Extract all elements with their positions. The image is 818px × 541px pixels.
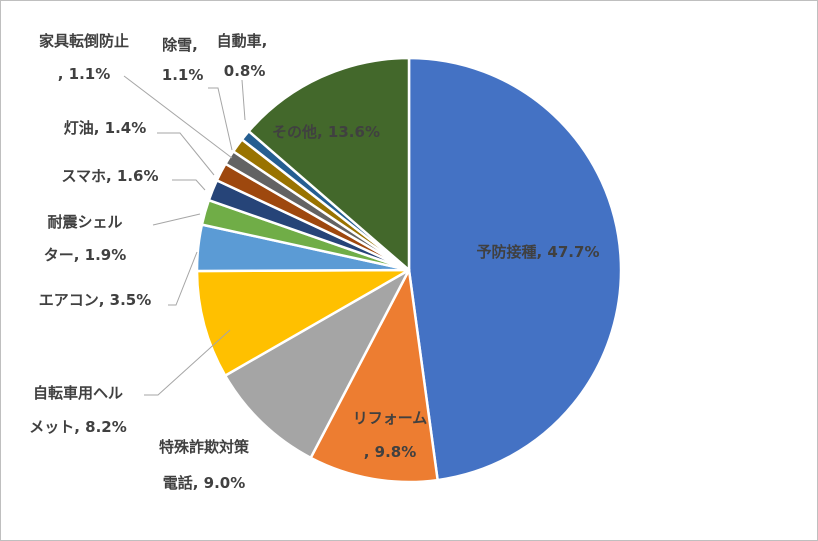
leader-line-5 xyxy=(168,251,198,306)
slice-label-2: リフォーム, 9.8% xyxy=(353,409,428,461)
leader-line-11 xyxy=(241,79,246,121)
slice-label-7: スマホ, 1.6% xyxy=(61,167,158,185)
leader-line-10 xyxy=(208,87,233,151)
leader-line-7 xyxy=(172,179,206,191)
slice-label-8: 灯油, 1.4% xyxy=(64,119,147,137)
slice-label-4: 自転車用ヘルメット, 8.2% xyxy=(29,384,127,436)
slice-label-3: 特殊詐欺対策電話, 9.0% xyxy=(159,438,250,492)
leader-line-6 xyxy=(152,213,201,226)
pie-slice-3 xyxy=(223,268,411,460)
slice-label-1: 予防接種, 47.7% xyxy=(477,243,600,261)
slice-label-6: 耐震シェルター, 1.9% xyxy=(44,213,127,264)
slice-label-5: エアコン, 3.5% xyxy=(39,291,152,309)
pie-slice-2 xyxy=(309,268,439,484)
leader-lines xyxy=(123,75,246,396)
pie-slices xyxy=(195,56,623,484)
slice-label-12: その他, 13.6% xyxy=(272,123,380,141)
pie-slice-4 xyxy=(195,268,411,377)
slice-labels: 予防接種, 47.7% リフォーム, 9.8% 特殊詐欺対策電話, 9.0% 自転車用… xyxy=(29,32,599,492)
leader-line-8 xyxy=(157,132,215,176)
pie-slice-1 xyxy=(407,56,623,482)
pie-slice-12 xyxy=(247,56,411,272)
leader-line-4 xyxy=(144,329,231,396)
slice-label-10: 除雪, 1.1% xyxy=(157,36,204,84)
leader-line-9 xyxy=(123,75,233,159)
slice-label-11: 自動車, 0.8% xyxy=(217,32,268,80)
slice-label-9: 家具転倒防止, 1.1% xyxy=(39,32,129,83)
